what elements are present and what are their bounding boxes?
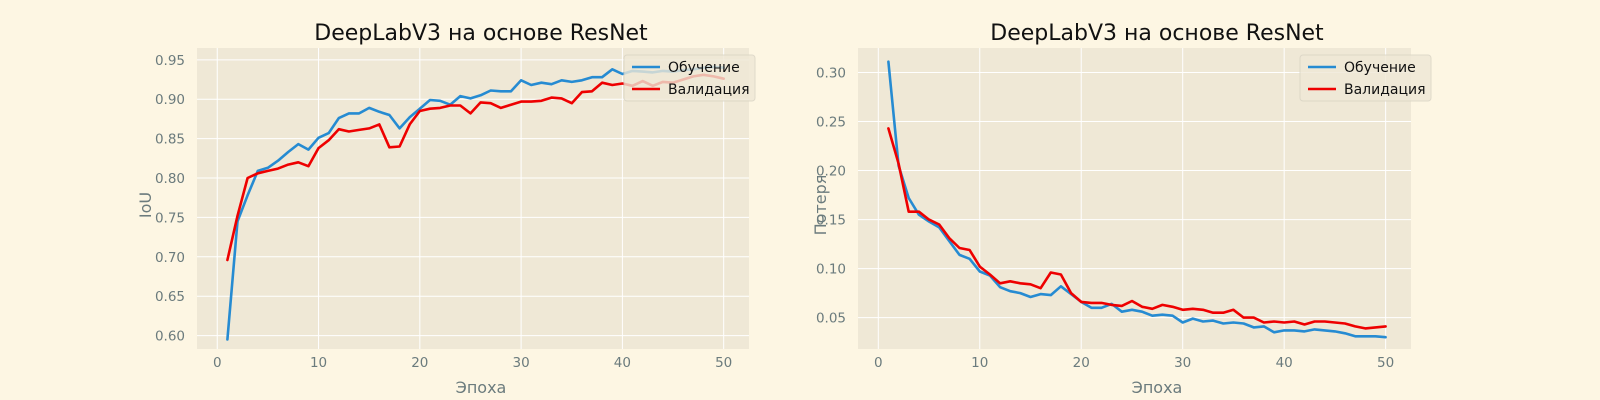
x-tick-label: 50 [1377, 355, 1394, 371]
y-axis-label: IoU [136, 192, 155, 218]
x-tick-label: 50 [715, 355, 732, 371]
series-line-val [887, 127, 1387, 330]
y-tick-label: 0.15 [816, 213, 846, 229]
x-axis-label: Эпоха [1132, 378, 1183, 397]
series-line-train [887, 60, 1387, 339]
legend-label-val: Валидация [668, 82, 750, 98]
x-tick-label: 20 [411, 355, 428, 371]
chart-iou: DeepLabV3 на основе ResNet Эпоха IoU 0 10… [136, 21, 756, 397]
x-tick-label: 10 [310, 355, 327, 371]
y-tick-label: 0.10 [816, 262, 846, 278]
x-tick-label: 30 [513, 355, 530, 371]
y-tick-label: 0.20 [816, 164, 846, 180]
x-axis-label: Эпоха [456, 378, 507, 397]
chart-title: DeepLabV3 на основе ResNet [990, 21, 1324, 46]
y-tick-label: 0.95 [155, 53, 185, 69]
y-tick-label: 0.30 [816, 66, 846, 82]
legend-label-val: Валидация [1344, 82, 1426, 98]
x-tick-label: 10 [971, 355, 988, 371]
x-tick-label: 40 [614, 355, 631, 371]
y-tick-label: 0.85 [155, 132, 185, 148]
y-tick-label: 0.70 [155, 250, 185, 266]
x-tick-label: 0 [874, 355, 883, 371]
y-tick-label: 0.80 [155, 171, 185, 187]
legend-label-train: Обучение [1344, 60, 1416, 76]
y-tick-label: 0.65 [155, 289, 185, 305]
x-tick-label: 30 [1174, 355, 1191, 371]
y-axis-label: Потеря [811, 175, 830, 236]
y-tick-label: 0.75 [155, 210, 185, 226]
y-tick-label: 0.60 [155, 329, 185, 345]
legend: Обучение Валидация [623, 54, 756, 102]
y-tick-label: 0.90 [155, 92, 185, 108]
legend-label-train: Обучение [668, 60, 740, 76]
x-tick-label: 0 [213, 355, 222, 371]
y-tick-label: 0.05 [816, 311, 846, 327]
chart-loss: DeepLabV3 на основе ResNet Эпоха Потеря … [811, 21, 1432, 397]
y-tick-label: 0.25 [816, 115, 846, 131]
legend: Обучение Валидация [1299, 54, 1432, 102]
chart-title: DeepLabV3 на основе ResNet [314, 21, 648, 46]
x-tick-label: 40 [1276, 355, 1293, 371]
x-tick-label: 20 [1073, 355, 1090, 371]
